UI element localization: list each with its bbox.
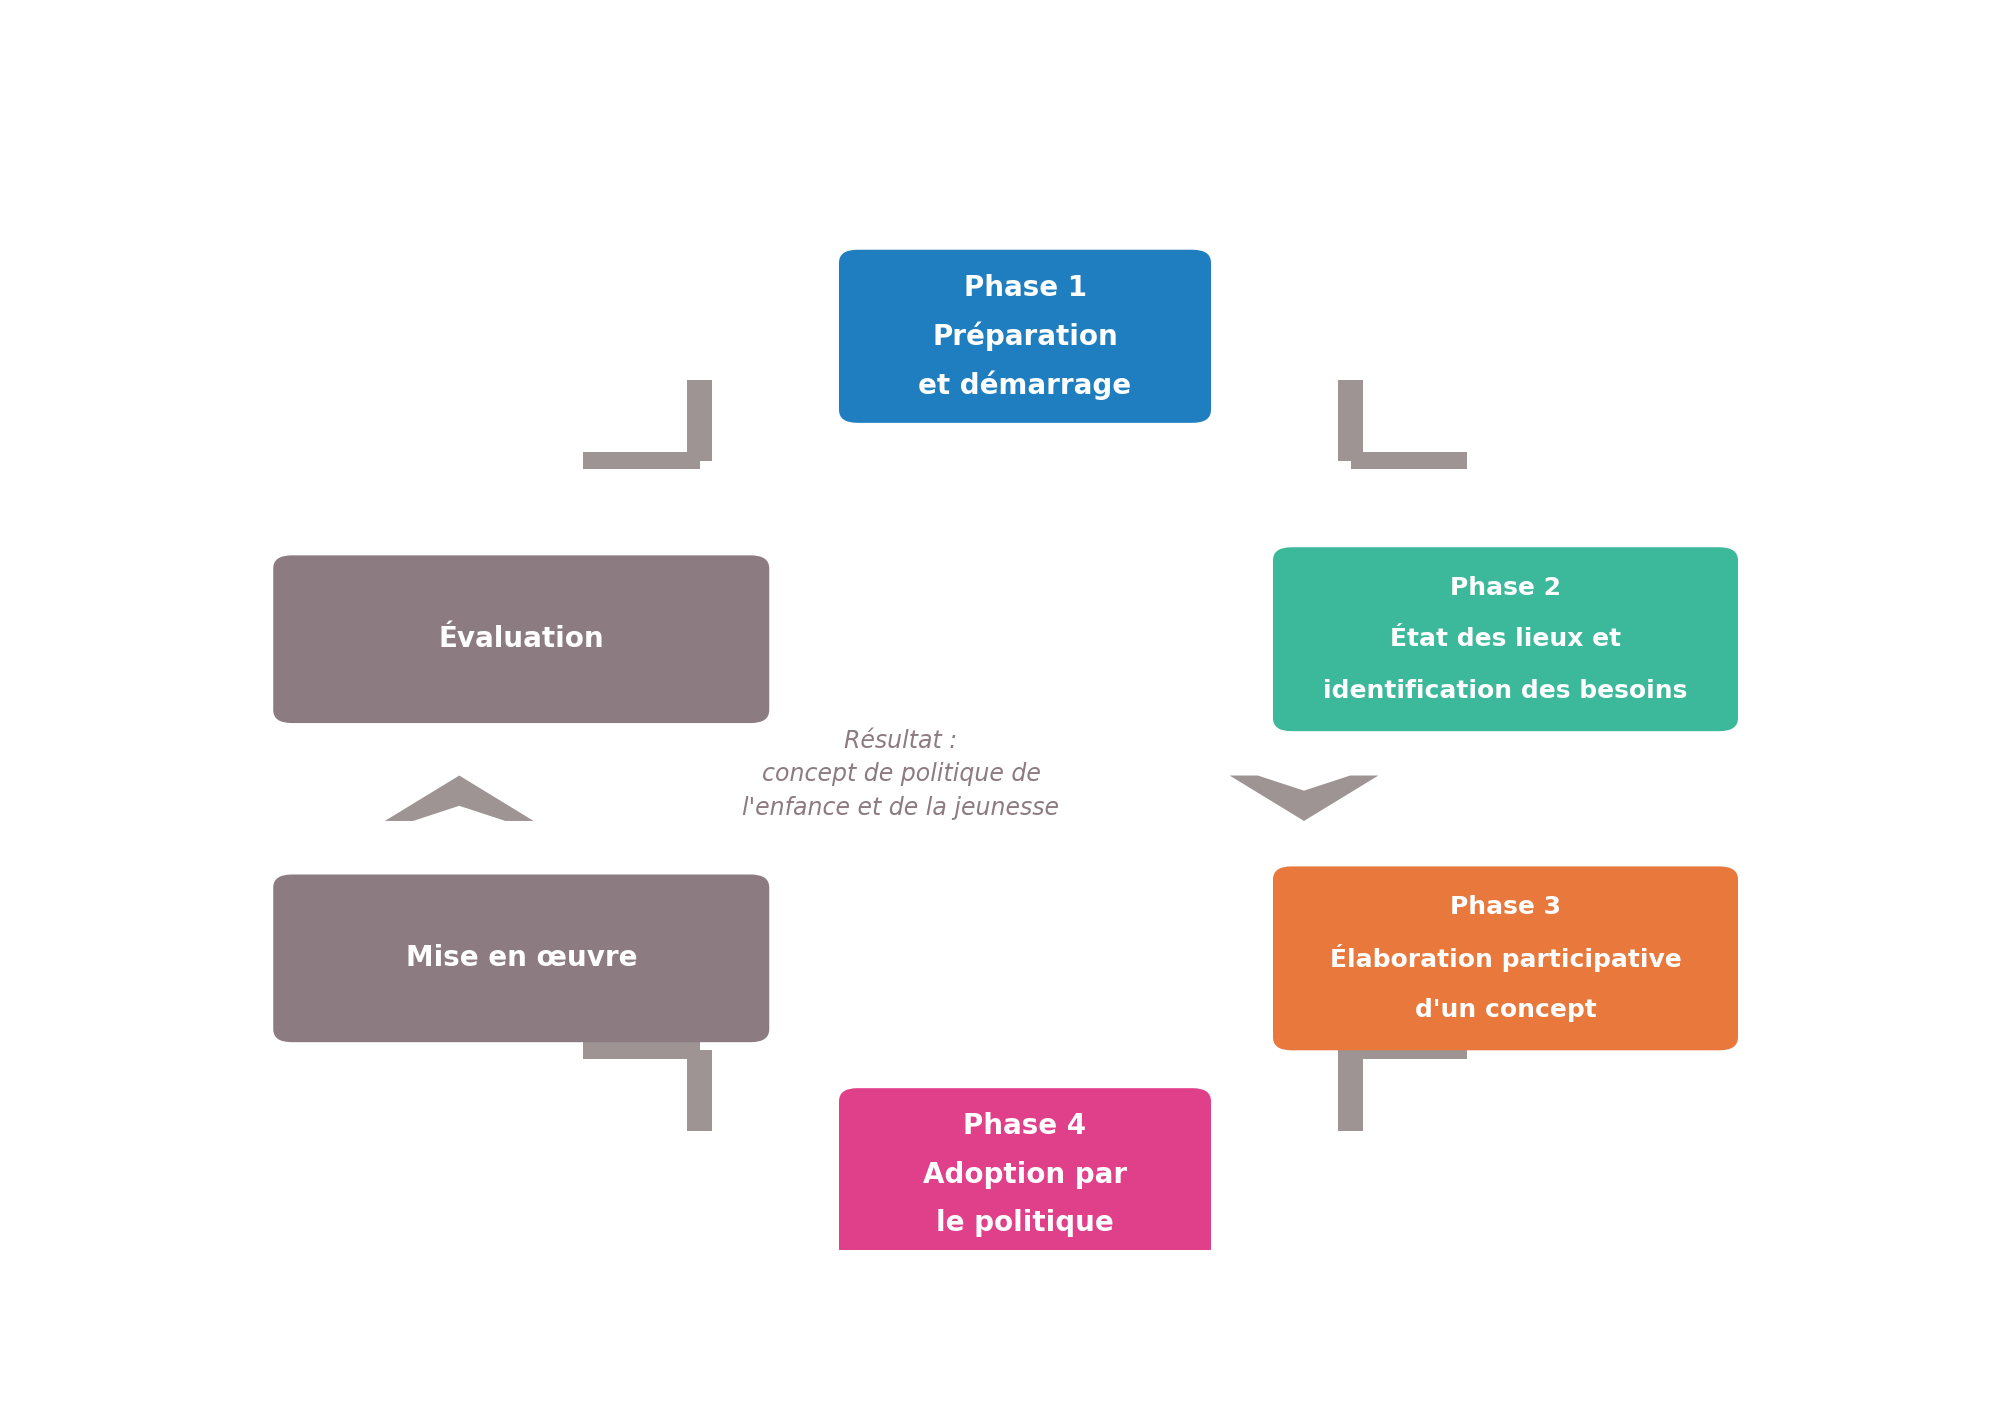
FancyBboxPatch shape — [1338, 1051, 1362, 1131]
FancyBboxPatch shape — [688, 1051, 712, 1131]
Text: le politique: le politique — [936, 1210, 1114, 1238]
FancyBboxPatch shape — [1350, 1041, 1466, 1059]
FancyBboxPatch shape — [584, 452, 700, 469]
FancyBboxPatch shape — [1338, 379, 1362, 461]
FancyBboxPatch shape — [840, 1087, 1212, 1262]
Text: d'un concept: d'un concept — [1414, 998, 1596, 1021]
Text: Mise en œuvre: Mise en œuvre — [406, 944, 636, 972]
Text: et démarrage: et démarrage — [918, 370, 1132, 399]
FancyBboxPatch shape — [274, 874, 770, 1043]
Text: Phase 2: Phase 2 — [1450, 576, 1560, 600]
Text: Élaboration participative: Élaboration participative — [1330, 944, 1682, 972]
Text: Évaluation: Évaluation — [438, 625, 604, 653]
Text: Phase 3: Phase 3 — [1450, 895, 1560, 919]
FancyBboxPatch shape — [1274, 547, 1738, 731]
Text: Préparation: Préparation — [932, 322, 1118, 351]
Text: Phase 1: Phase 1 — [964, 274, 1086, 302]
Polygon shape — [1230, 776, 1378, 821]
FancyBboxPatch shape — [1350, 452, 1466, 469]
FancyBboxPatch shape — [1274, 867, 1738, 1051]
Text: Adoption par: Adoption par — [922, 1161, 1128, 1189]
Text: Résultat :
concept de politique de
l'enfance et de la jeunesse: Résultat : concept de politique de l'enf… — [742, 729, 1060, 821]
FancyBboxPatch shape — [584, 1041, 700, 1059]
Polygon shape — [384, 776, 534, 821]
FancyBboxPatch shape — [840, 250, 1212, 423]
Text: Phase 4: Phase 4 — [964, 1113, 1086, 1141]
Text: identification des besoins: identification des besoins — [1324, 679, 1688, 702]
FancyBboxPatch shape — [274, 555, 770, 724]
FancyBboxPatch shape — [688, 379, 712, 461]
Text: État des lieux et: État des lieux et — [1390, 627, 1622, 651]
